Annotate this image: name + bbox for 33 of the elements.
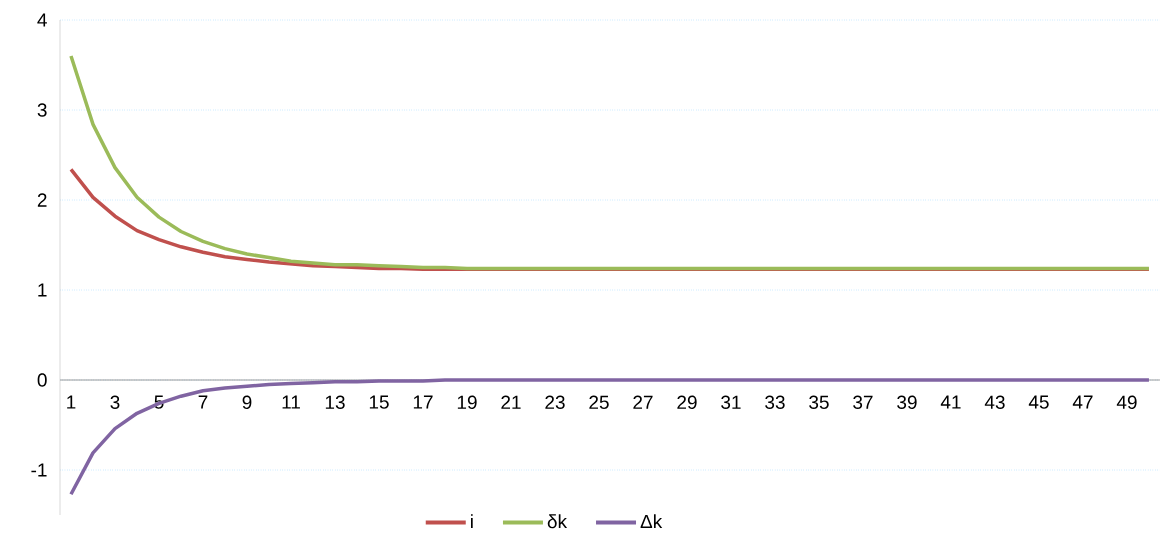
- y-tick-label: 0: [37, 373, 47, 387]
- legend-label: Δk: [640, 514, 663, 529]
- x-tick-label: 17: [413, 395, 433, 409]
- y-tick-label: 3: [37, 103, 47, 117]
- legend-label: i: [471, 514, 473, 529]
- y-tick-label: 2: [37, 193, 47, 207]
- x-tick-label: 1: [67, 395, 76, 409]
- y-tick-label: 1: [38, 283, 47, 297]
- x-tick-label: 23: [545, 395, 565, 409]
- legend-label: δk: [547, 514, 568, 529]
- x-tick-label: 35: [809, 395, 829, 409]
- x-tick-label: 19: [457, 395, 477, 409]
- x-tick-label: 27: [633, 395, 653, 409]
- x-tick-label: 33: [765, 395, 785, 409]
- x-tick-label: 3: [110, 395, 120, 409]
- x-tick-label: 21: [501, 395, 521, 409]
- x-tick-label: 11: [282, 395, 300, 409]
- x-tick-label: 47: [1072, 395, 1093, 409]
- x-tick-label: 41: [940, 395, 961, 409]
- x-tick-label: 37: [853, 395, 873, 409]
- x-tick-label: 43: [984, 395, 1005, 409]
- x-tick-label: 15: [369, 395, 389, 409]
- x-tick-label: 29: [677, 395, 697, 409]
- x-tick-label: 9: [242, 395, 252, 409]
- x-tick-label: 7: [198, 395, 208, 409]
- x-tick-label: 45: [1028, 395, 1049, 409]
- x-tick-label: 31: [721, 395, 741, 409]
- x-tick-label: 49: [1116, 395, 1137, 409]
- y-tick-label: -1: [31, 463, 47, 477]
- x-tick-label: 13: [325, 395, 345, 409]
- x-tick-label: 25: [589, 395, 609, 409]
- x-tick-label: 39: [897, 395, 917, 409]
- y-tick-label: 4: [37, 13, 47, 27]
